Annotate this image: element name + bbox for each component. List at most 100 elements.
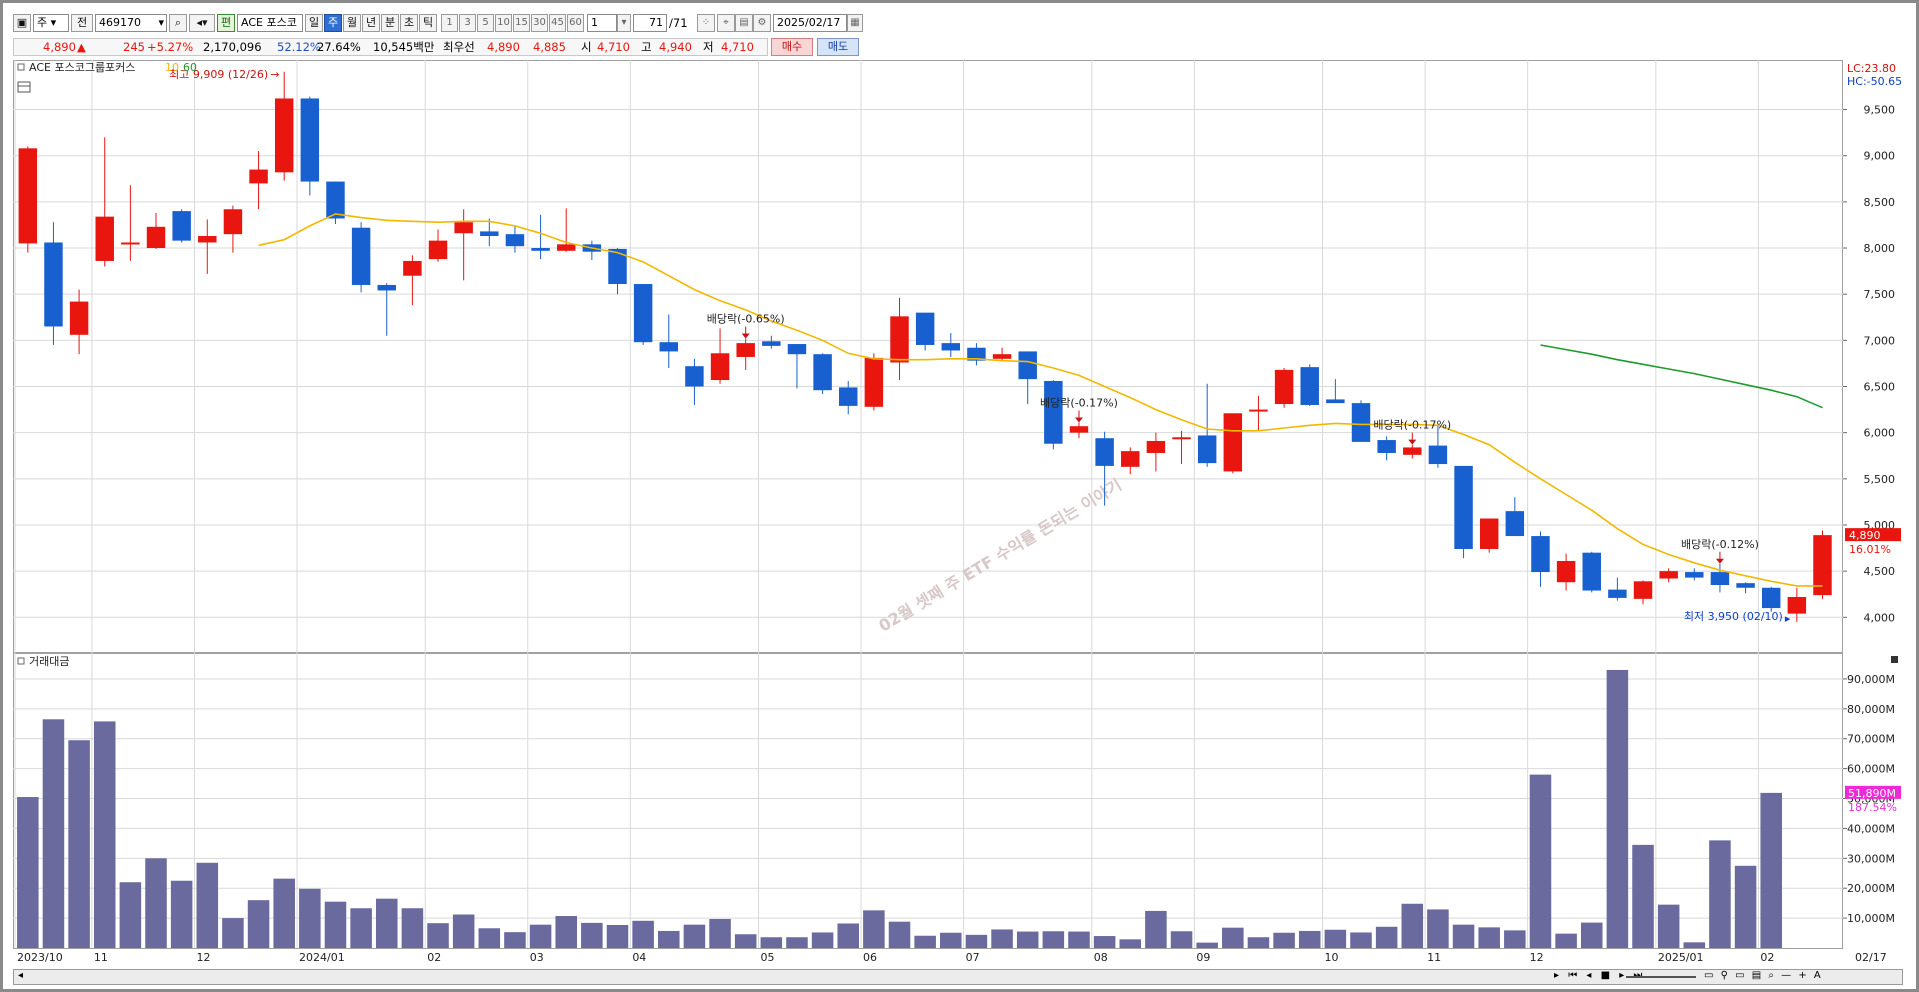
quote-panel: [13, 38, 768, 56]
interval-button[interactable]: 15: [513, 14, 530, 32]
x-tick-label: 07: [965, 951, 980, 964]
volume-bar: [581, 922, 603, 948]
candle: [1582, 551, 1601, 593]
candle: [1710, 563, 1730, 593]
bottom-scrollbar[interactable]: ◂ ▸ ⏮ ◂ ■ ▸ ⏭ ▭ ⚲ ▭ ▤ ⌕ — + A: [13, 969, 1903, 985]
volume-bar: [658, 930, 680, 948]
date-input[interactable]: 2025/02/17: [773, 14, 847, 32]
interval-button[interactable]: 10: [495, 14, 512, 32]
volume-tick-label: 70,000M: [1847, 733, 1895, 746]
chart-menu-icon[interactable]: ▣: [13, 14, 31, 32]
volume-bar: [529, 924, 552, 948]
candle-body: [300, 98, 320, 182]
chart-tool-icons[interactable]: ▭ ⚲ ▭ ▤ ⌕ — + A: [1704, 970, 1823, 981]
volume-bar: [247, 900, 270, 948]
buy-button[interactable]: 매수: [771, 38, 813, 56]
interval-button[interactable]: 30: [531, 14, 548, 32]
candle: [223, 205, 243, 253]
dividend-arrow-icon: [1408, 439, 1417, 445]
gear-icon[interactable]: ⚙: [753, 14, 771, 32]
volume-bar: [811, 932, 834, 948]
playback-icons[interactable]: ▸ ⏮ ◂ ■ ▸ ⏭: [1554, 970, 1646, 981]
candle: [787, 344, 807, 389]
interval-button[interactable]: 1: [441, 14, 458, 32]
candle: [480, 218, 499, 247]
interval-button[interactable]: 5: [477, 14, 494, 32]
candle-body: [1172, 437, 1191, 440]
interval-button[interactable]: 45: [549, 14, 566, 32]
best-label: 최우선: [443, 40, 475, 54]
crosshair-icon[interactable]: ⌖: [717, 14, 735, 32]
link-icon[interactable]: ⁘: [697, 14, 715, 32]
period-button[interactable]: 월: [343, 14, 361, 32]
volume-bar: [888, 921, 911, 948]
quote-amount: 10,545백만: [373, 40, 435, 54]
sound-icon[interactable]: ◂▾: [189, 14, 215, 32]
volume-bar: [17, 797, 39, 948]
candle: [1403, 444, 1422, 459]
x-tick-label: 11: [1427, 951, 1442, 964]
candle-body: [1351, 403, 1371, 442]
interval-button[interactable]: 60: [567, 14, 584, 32]
candle: [121, 185, 140, 261]
volume-chart[interactable]: 10,000M20,000M30,000M40,000M50,000M60,00…: [13, 653, 1903, 949]
candle-body: [762, 341, 781, 346]
period-button[interactable]: 초: [400, 14, 418, 32]
page-input[interactable]: 71: [633, 14, 667, 32]
volume-bar: [1068, 931, 1090, 948]
period-button[interactable]: 틱: [419, 14, 437, 32]
x-tick-label: 11: [93, 951, 108, 964]
candlestick-chart[interactable]: 4,0004,5005,0005,5006,0006,5007,0007,500…: [13, 60, 1903, 653]
candle: [1633, 580, 1653, 605]
code-input[interactable]: 469170 ▾: [95, 14, 167, 32]
interval-button[interactable]: 3: [459, 14, 476, 32]
candle-body: [967, 347, 986, 361]
candle: [992, 347, 1012, 362]
ma60-line: [1540, 344, 1823, 409]
panel-corner-icon: [1891, 656, 1898, 663]
period-button[interactable]: 주: [324, 14, 342, 32]
high-value: 4,940: [659, 40, 692, 54]
count-dropdown-icon[interactable]: ▾: [617, 14, 631, 32]
scroll-left-icon[interactable]: ◂: [18, 970, 24, 981]
quote-turnover: 27.64%: [317, 40, 361, 54]
volume-bar: [350, 908, 372, 948]
calendar-icon[interactable]: ▦: [847, 14, 863, 32]
candle-body: [351, 227, 371, 285]
candle: [1300, 364, 1319, 406]
save-icon[interactable]: ▤: [735, 14, 753, 32]
volume-bar: [1529, 774, 1552, 948]
grid-settings-icon: [17, 81, 31, 93]
type-select[interactable]: 주 ▾: [33, 14, 69, 32]
market-button[interactable]: 전: [71, 14, 93, 32]
candle-body: [172, 211, 191, 241]
period-button[interactable]: 분: [381, 14, 399, 32]
volume-tick-label: 60,000M: [1847, 763, 1895, 776]
period-button[interactable]: 일: [305, 14, 323, 32]
candle: [1428, 425, 1448, 468]
candle-body: [198, 236, 217, 243]
zoom-slider[interactable]: [1626, 976, 1696, 978]
volume-tick-label: 30,000M: [1847, 852, 1895, 865]
candle: [172, 209, 191, 243]
candle-body: [1787, 596, 1807, 614]
price-tick-label: 6,500: [1864, 381, 1896, 394]
search-icon[interactable]: ⌕: [169, 14, 187, 32]
candle: [864, 353, 884, 411]
candle: [1274, 368, 1294, 408]
candle-body: [480, 231, 499, 237]
candle-body: [1582, 552, 1601, 591]
candle: [300, 96, 320, 196]
candle: [685, 358, 704, 405]
page-total: /71: [669, 16, 688, 30]
period-button[interactable]: 년: [362, 14, 380, 32]
count-input[interactable]: 1: [587, 14, 617, 32]
candle-body: [1479, 518, 1499, 549]
volume-bar: [1247, 937, 1270, 948]
sell-button[interactable]: 매도: [817, 38, 859, 56]
volume-legend-name: 거래대금: [29, 655, 69, 668]
x-tick-label: 06: [863, 951, 878, 964]
edit-button[interactable]: 편: [217, 14, 235, 32]
candle: [659, 314, 679, 369]
price-tick-label: 9,000: [1864, 150, 1896, 163]
